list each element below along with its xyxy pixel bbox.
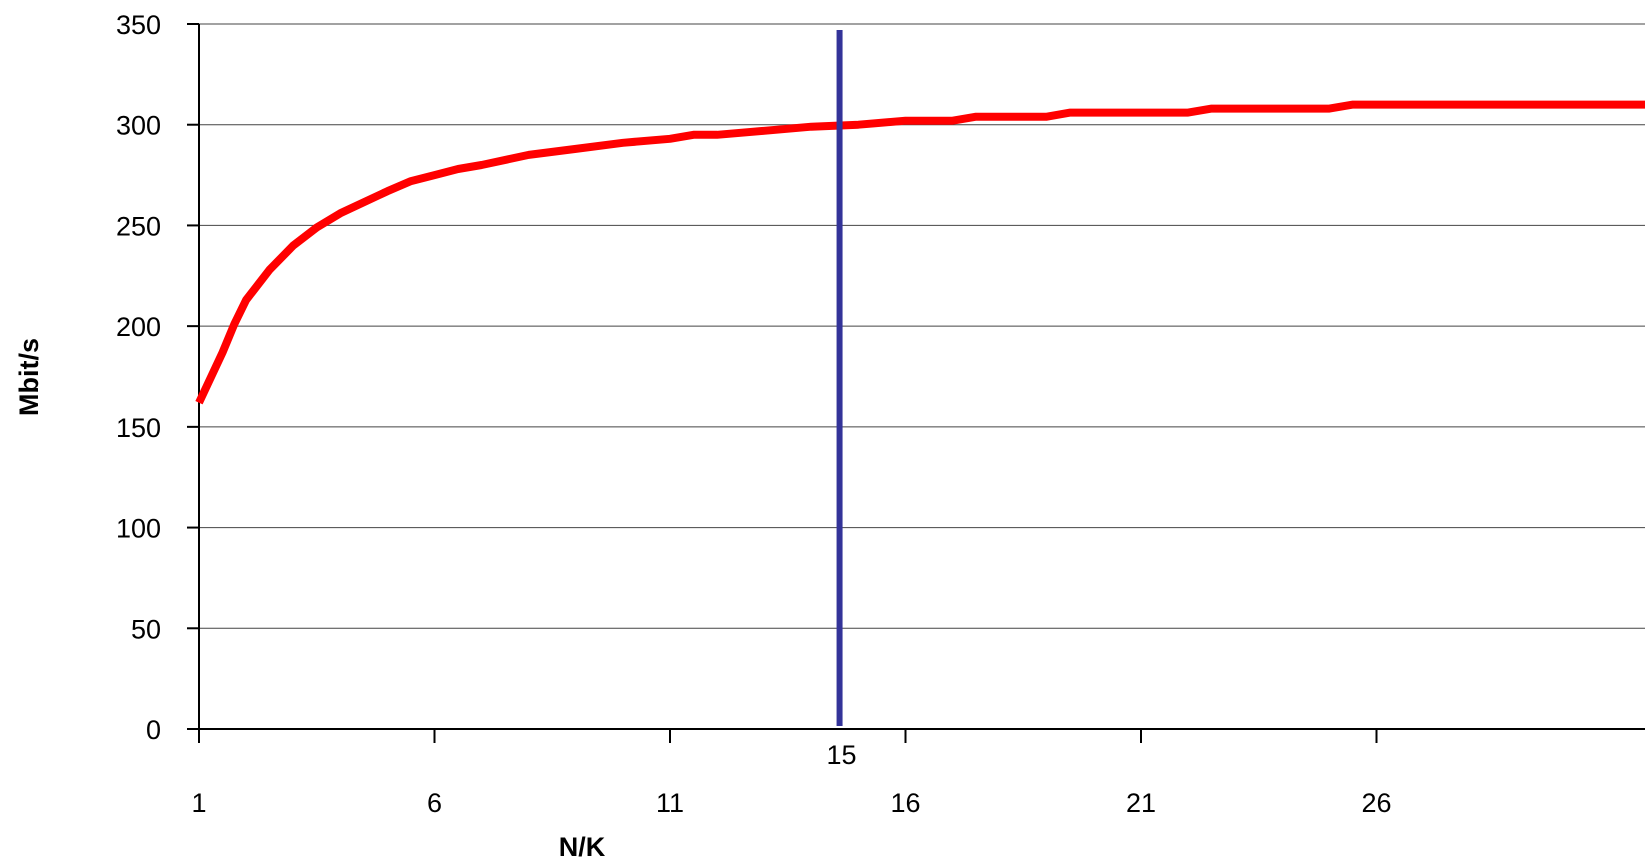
x-tick-label: 16 <box>890 788 920 818</box>
y-tick-label: 150 <box>116 413 161 443</box>
x-tick-label: 26 <box>1361 788 1391 818</box>
gridlines <box>199 23 1645 629</box>
y-tick-label: 200 <box>116 312 161 342</box>
x-tick-label: 6 <box>427 788 442 818</box>
y-tick-label: 0 <box>146 715 161 745</box>
y-tick-label: 300 <box>116 111 161 141</box>
axes <box>187 24 1645 730</box>
y-tick-label: 250 <box>116 211 161 241</box>
x-tick-label: 11 <box>656 788 684 818</box>
y-axis-title: Mbit/s <box>14 338 44 416</box>
reference-line-label: 15 <box>827 740 857 770</box>
x-tick-label: 1 <box>191 788 206 818</box>
y-tick-label: 350 <box>116 10 161 40</box>
y-tick-label: 100 <box>116 514 161 544</box>
series-line <box>195 100 1645 405</box>
y-tick-label: 50 <box>131 614 161 644</box>
x-axis-ticks: 1 6 11 16 21 26 <box>191 729 1392 818</box>
reference-line-group: 15 <box>827 30 857 770</box>
x-tick-label: 21 <box>1126 788 1156 818</box>
series-group <box>195 100 1645 405</box>
x-axis-title: N/K <box>559 832 606 862</box>
y-axis-ticks: 0 50 100 150 200 250 300 350 <box>116 10 199 745</box>
